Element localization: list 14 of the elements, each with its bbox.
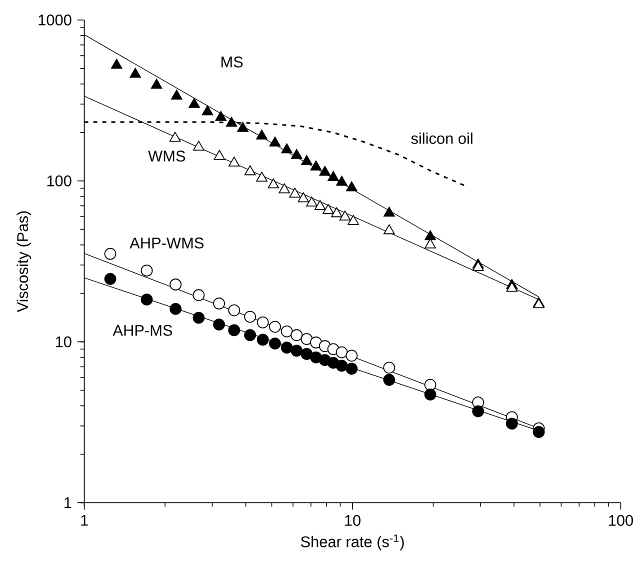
series-label: WMS [148, 150, 186, 162]
series-label: AHP-MS [112, 324, 172, 336]
x-axis-title: Shear rate (s$^{-1}$) [300, 534, 404, 550]
x-tick-label: 100 [608, 515, 633, 526]
series-label: silicon oil [411, 132, 472, 144]
x-tick-label: 1 [81, 515, 88, 526]
y-tick-label: 1 [64, 497, 72, 508]
y-axis-title: Viscosity (Pas) [16, 211, 32, 312]
x-tick-label: 10 [345, 515, 360, 526]
y-tick-label: 10 [56, 336, 72, 348]
y-tick-label: 1000 [38, 14, 72, 26]
series-label: AHP-WMS [130, 238, 204, 248]
text: MS [221, 56, 243, 68]
y-tick-label: 100 [47, 175, 72, 186]
